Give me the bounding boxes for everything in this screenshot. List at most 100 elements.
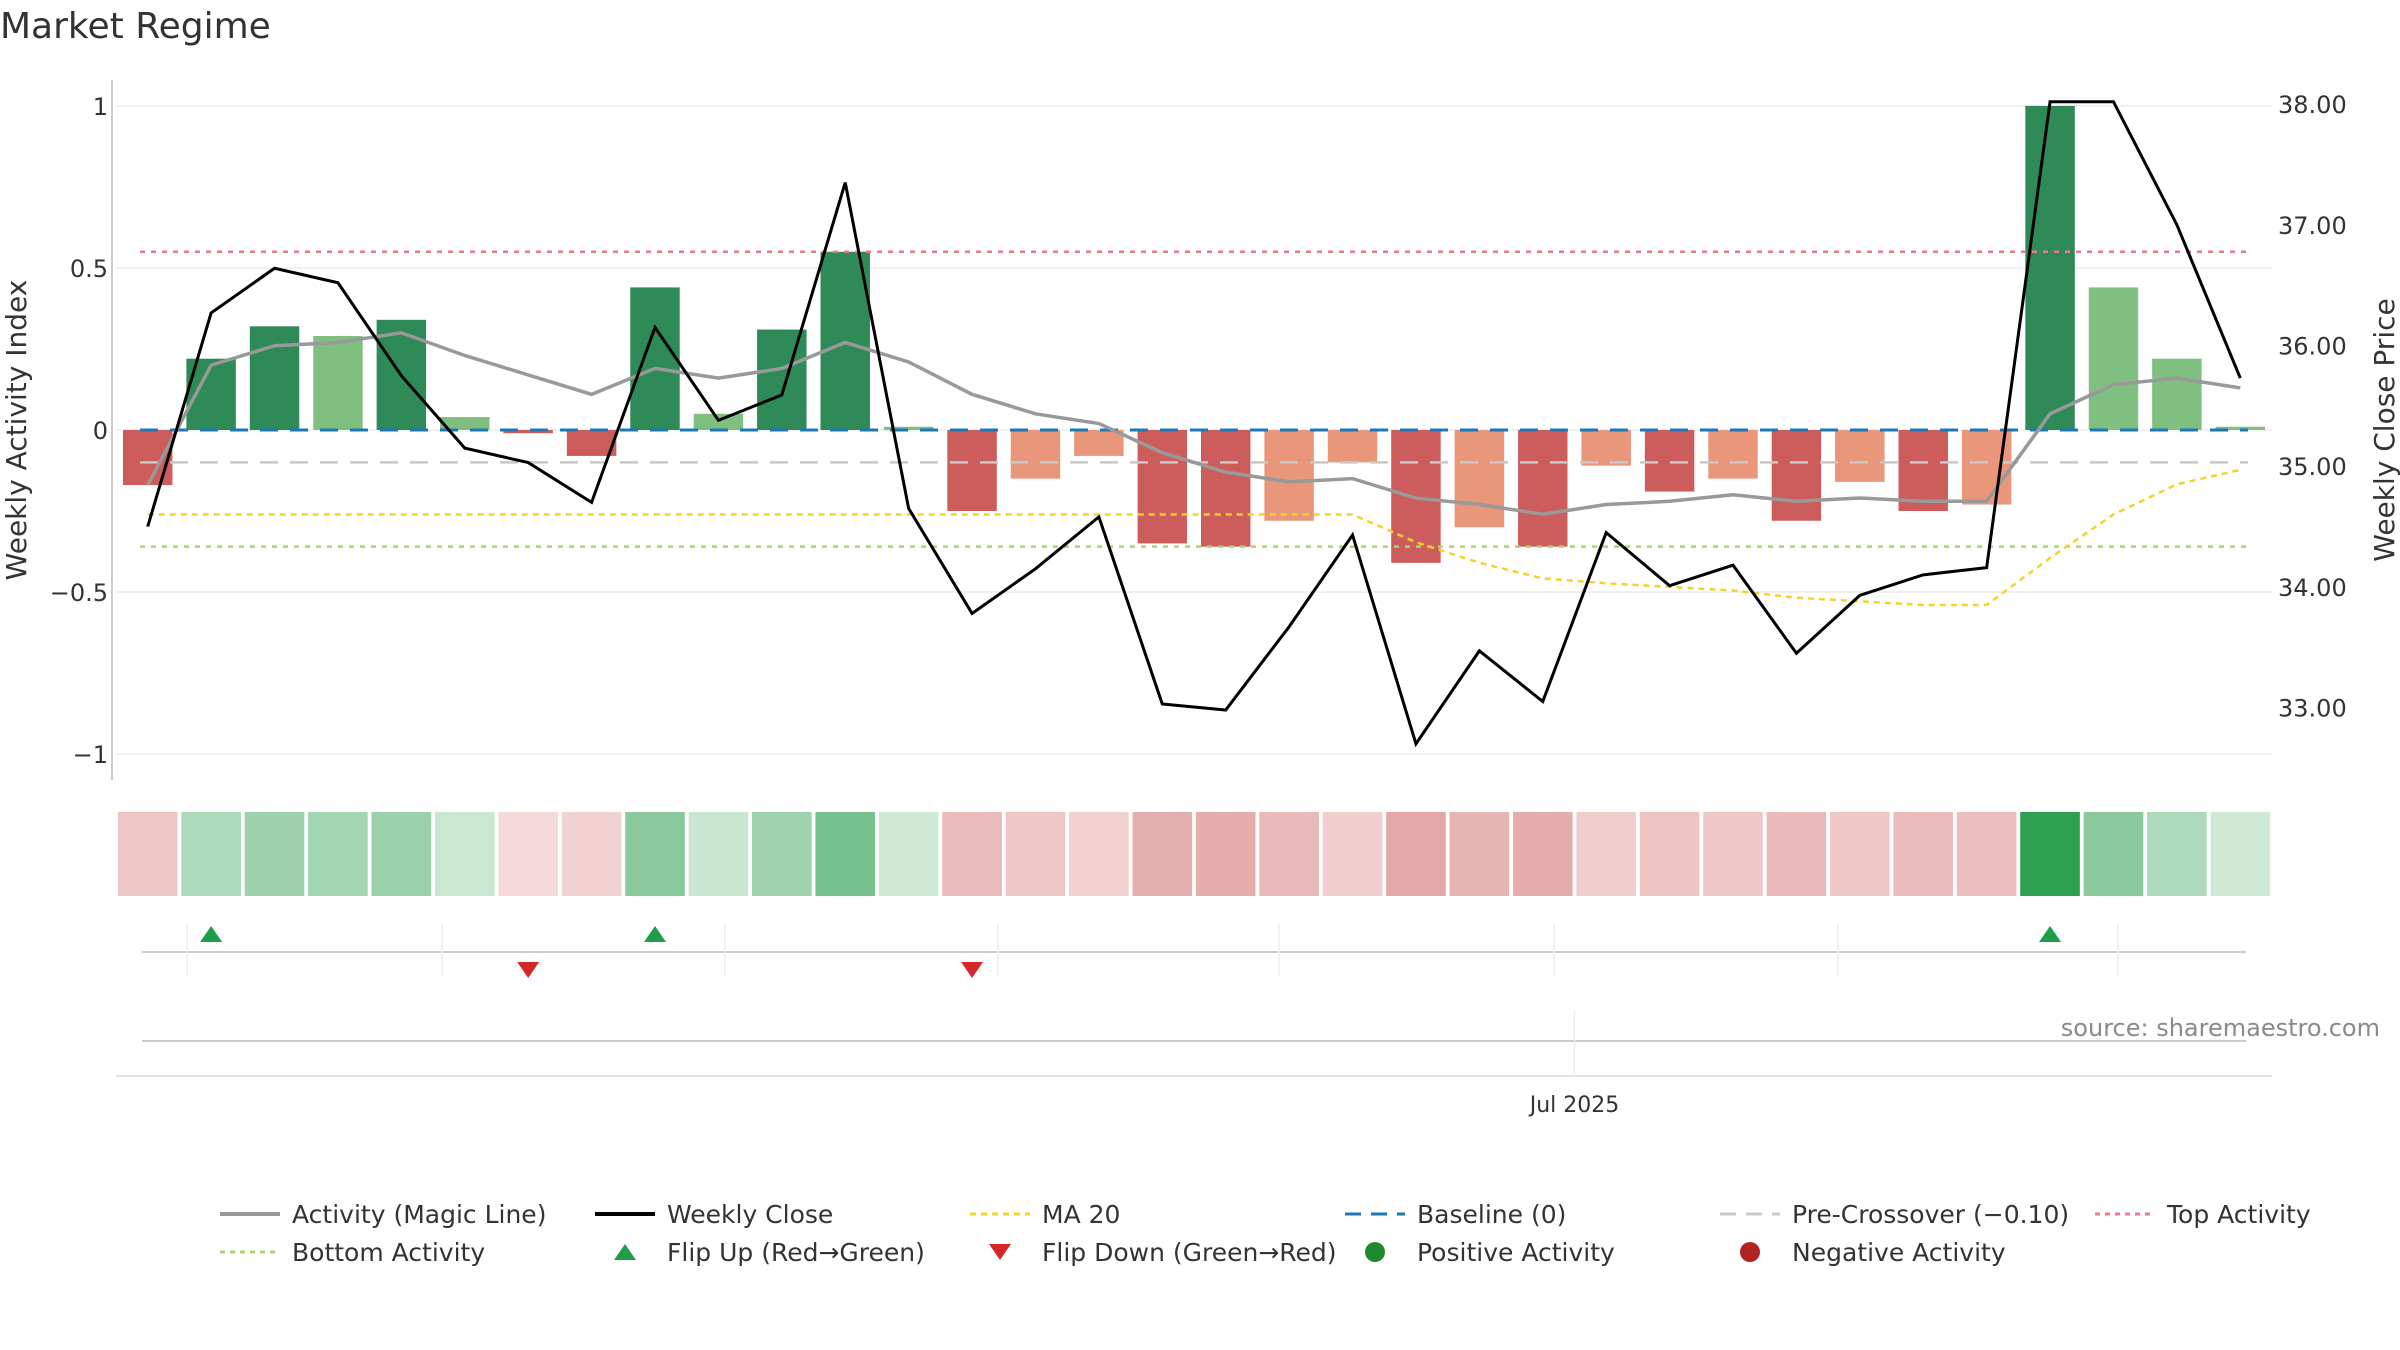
activity-bar bbox=[947, 430, 997, 512]
activity-bar bbox=[757, 329, 807, 430]
heat-cell bbox=[1195, 812, 1256, 896]
right-tick-label: 36.00 bbox=[2278, 333, 2347, 361]
flip-down-marker bbox=[517, 962, 540, 978]
left-axis-title: Weekly Activity Index bbox=[0, 280, 33, 581]
legend-label-baseline: Baseline (0) bbox=[1417, 1199, 1567, 1229]
legend-label-ma20: MA 20 bbox=[1042, 1199, 1121, 1229]
activity-bar bbox=[122, 430, 173, 486]
heat-cell bbox=[1386, 812, 1446, 896]
legend-swatch-positive-activity bbox=[1365, 1242, 1385, 1262]
activity-bar bbox=[503, 430, 553, 434]
legend-swatch-pre-crossover bbox=[1720, 1212, 1780, 1216]
legend-swatch-flip-down bbox=[989, 1244, 1011, 1260]
activity-bar bbox=[1644, 430, 1695, 492]
activity-bar bbox=[1264, 430, 1314, 521]
heat-cell bbox=[117, 812, 178, 896]
left-tick-label: 0.5 bbox=[70, 255, 108, 283]
activity-bar bbox=[249, 326, 300, 430]
legend-label-pre-crossover: Pre-Crossover (−0.10) bbox=[1792, 1199, 2070, 1229]
heat-cell bbox=[2083, 812, 2144, 896]
activity-bar bbox=[1708, 430, 1758, 479]
heat-cell bbox=[371, 812, 432, 896]
activity-bar bbox=[1518, 430, 1568, 547]
activity-bar bbox=[630, 287, 680, 430]
activity-bar bbox=[313, 336, 363, 430]
activity-bar bbox=[1835, 430, 1885, 482]
legend-activity-line: Activity (Magic Line) bbox=[220, 1195, 546, 1233]
heat-cell bbox=[1766, 812, 1827, 896]
activity-bar bbox=[883, 426, 934, 430]
left-tick-label: −0.5 bbox=[50, 579, 108, 607]
right-tick-label: 35.00 bbox=[2278, 453, 2347, 481]
heat-cell bbox=[1576, 812, 1636, 896]
heat-cell bbox=[1069, 812, 1129, 896]
chart-title: Market Regime bbox=[0, 6, 271, 47]
weekly-close-line bbox=[146, 100, 2242, 748]
right-axis-title: Weekly Close Price bbox=[2368, 298, 2400, 561]
legend-top-activity: Top Activity bbox=[2095, 1195, 2311, 1233]
activity-bar bbox=[566, 430, 617, 456]
legend-swatch-baseline bbox=[1345, 1212, 1405, 1216]
legend-label-activity-line: Activity (Magic Line) bbox=[292, 1199, 547, 1229]
heat-cell bbox=[1322, 812, 1383, 896]
legend-flip-down: Flip Down (Green→Red) bbox=[970, 1233, 1337, 1271]
heat-cell bbox=[1703, 812, 1763, 896]
activity-bar bbox=[1010, 430, 1061, 479]
legend-label-positive-activity: Positive Activity bbox=[1417, 1237, 1615, 1267]
activity-bar bbox=[1327, 430, 1378, 463]
legend-swatch-ma20 bbox=[970, 1212, 1030, 1216]
legend-ma20: MA 20 bbox=[970, 1195, 1120, 1233]
legend-weekly-close: Weekly Close bbox=[595, 1195, 833, 1233]
x-tick-label: Jul 2025 bbox=[1528, 1093, 1620, 1118]
right-tick-label: 34.00 bbox=[2278, 574, 2347, 602]
flip-up-marker bbox=[644, 926, 666, 942]
heat-cell bbox=[434, 812, 495, 896]
left-tick-label: 0 bbox=[93, 417, 108, 445]
heat-cell bbox=[1259, 812, 1319, 896]
activity-magic-line bbox=[146, 330, 2241, 517]
flip-up-marker bbox=[200, 926, 223, 942]
legend-swatch-negative-activity bbox=[1740, 1242, 1760, 1262]
legend-swatch-activity-line bbox=[220, 1212, 280, 1216]
activity-bar bbox=[2215, 426, 2266, 430]
legend-label-bottom-activity: Bottom Activity bbox=[292, 1237, 486, 1267]
activity-bar bbox=[1898, 430, 1948, 512]
legend-label-weekly-close: Weekly Close bbox=[667, 1199, 834, 1229]
legend-negative-activity: Negative Activity bbox=[1720, 1233, 2006, 1271]
heat-cell bbox=[942, 812, 1002, 896]
heat-cell bbox=[752, 812, 812, 896]
heat-cell bbox=[815, 812, 876, 896]
legend-pre-crossover: Pre-Crossover (−0.10) bbox=[1720, 1195, 2069, 1233]
legend-positive-activity: Positive Activity bbox=[1345, 1233, 1615, 1271]
legend-label-flip-up: Flip Up (Red→Green) bbox=[667, 1237, 925, 1267]
activity-bar bbox=[1074, 430, 1124, 456]
heat-cell bbox=[498, 812, 558, 896]
ma20-line bbox=[147, 468, 2241, 607]
legend-flip-up: Flip Up (Red→Green) bbox=[595, 1233, 925, 1271]
heat-cell bbox=[1830, 812, 1890, 896]
heat-cell bbox=[244, 812, 305, 896]
right-tick-label: 38.00 bbox=[2278, 91, 2347, 119]
legend-swatch-bottom-activity bbox=[220, 1250, 280, 1254]
flip-down-marker bbox=[961, 962, 984, 978]
heat-cell bbox=[878, 812, 939, 896]
legend-swatch-top-activity bbox=[2095, 1212, 2155, 1216]
activity-bar bbox=[2152, 358, 2202, 430]
heat-cell bbox=[1449, 812, 1510, 896]
heat-cell bbox=[625, 812, 685, 896]
left-tick-label: 1 bbox=[93, 93, 108, 121]
source-credit: source: sharemaestro.com bbox=[2060, 1014, 2380, 1042]
activity-bar bbox=[2088, 287, 2139, 430]
heat-cell bbox=[2210, 812, 2271, 896]
activity-bar bbox=[1771, 430, 1822, 521]
legend-bottom-activity: Bottom Activity bbox=[220, 1233, 485, 1271]
right-tick-label: 33.00 bbox=[2278, 695, 2347, 723]
left-tick-label: −1 bbox=[73, 741, 108, 769]
activity-bar bbox=[1137, 430, 1188, 544]
heat-cell bbox=[1512, 812, 1573, 896]
heat-cell bbox=[308, 812, 368, 896]
heat-cell bbox=[1893, 812, 1954, 896]
legend-swatch-weekly-close bbox=[595, 1212, 655, 1216]
activity-bar bbox=[440, 417, 490, 430]
